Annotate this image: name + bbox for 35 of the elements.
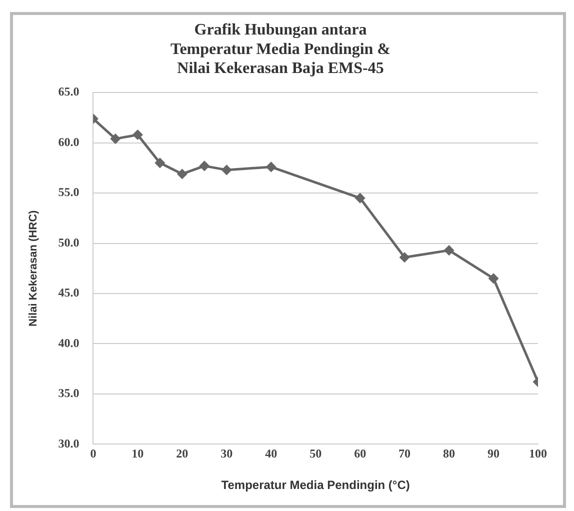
text: Temperatur Media Pendingin & [170,40,391,58]
x-tick-label: 10 [132,446,144,460]
y-tick-label: 60.0 [58,134,80,149]
x-tick-label: 50 [310,446,322,460]
x-tick-label: 90 [488,446,500,460]
x-tick-label: 20 [176,446,188,460]
y-tick-label: 40.0 [58,336,80,350]
x-tick-label: 70 [398,446,411,460]
point [400,252,410,262]
point [200,161,210,171]
x-tick-label: 30 [220,446,233,460]
y-tick-label: 55.0 [58,185,80,200]
point [222,165,232,175]
y-tick-label: 50.0 [58,235,80,250]
text: Grafik Hubungan antara [194,22,367,39]
y-tick-label: 35.0 [58,386,80,400]
text: Nilai Kekerasan Baja EMS-45 [177,60,384,78]
x-tick-label: 100 [529,446,547,460]
x-tick-label: 80 [443,446,456,460]
point [266,162,276,172]
point [132,130,142,140]
x-tick-label: 40 [265,446,278,460]
point [355,193,365,203]
x-axis-title: Temperatur Media Pendingin (°C) [221,478,410,492]
y-axis-title: Nilai Kekerasan (HRC) [28,210,40,326]
y-tick-label: 45.0 [58,286,80,300]
x-tick-label: 60 [354,446,366,460]
x-tick-label: 0 [90,446,96,460]
point [444,246,454,256]
y-tick-label: 30.0 [58,436,80,450]
point [155,158,165,168]
point [110,134,120,144]
y-tick-label: 65.0 [58,84,80,99]
point [177,169,187,179]
point [488,274,498,284]
